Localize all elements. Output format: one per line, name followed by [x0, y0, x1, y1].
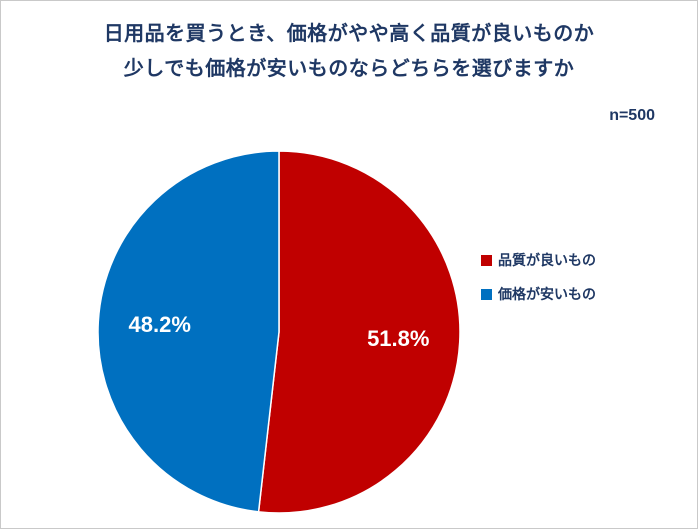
pie-plot-area: 51.8% 48.2%: [94, 147, 464, 517]
legend-label: 品質が良いもの: [498, 252, 596, 268]
pie-slice-1: [257, 150, 461, 514]
chart-title-line1: 日用品を買うとき、価格がやや高く品質が良いものか: [103, 23, 595, 45]
sample-size-label: n=500: [609, 107, 655, 124]
pie-slice-2: [97, 150, 280, 513]
chart-title-line2: 少しでも価格が安いものならどちらを選びますか: [123, 58, 575, 80]
legend-item-1: 品質が良いもの: [481, 250, 596, 270]
pie-data-label-1: 51.8%: [367, 325, 430, 351]
chart-title: 日用品を買うとき、価格がやや高く品質が良いものか 少しでも価格が安いものならどち…: [1, 17, 697, 87]
pie-chart: [97, 150, 461, 514]
legend: 品質が良いもの 価格が安いもの: [481, 250, 596, 304]
legend-item-2: 価格が安いもの: [481, 284, 596, 304]
legend-swatch-icon: [481, 288, 492, 300]
pie-data-label-2: 48.2%: [128, 312, 191, 338]
legend-label: 価格が安いもの: [498, 286, 596, 302]
legend-swatch-icon: [481, 254, 492, 266]
